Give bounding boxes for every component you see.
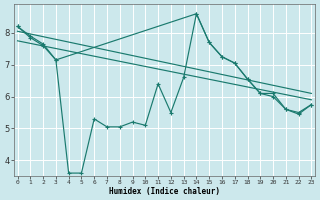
X-axis label: Humidex (Indice chaleur): Humidex (Indice chaleur) [109,187,220,196]
